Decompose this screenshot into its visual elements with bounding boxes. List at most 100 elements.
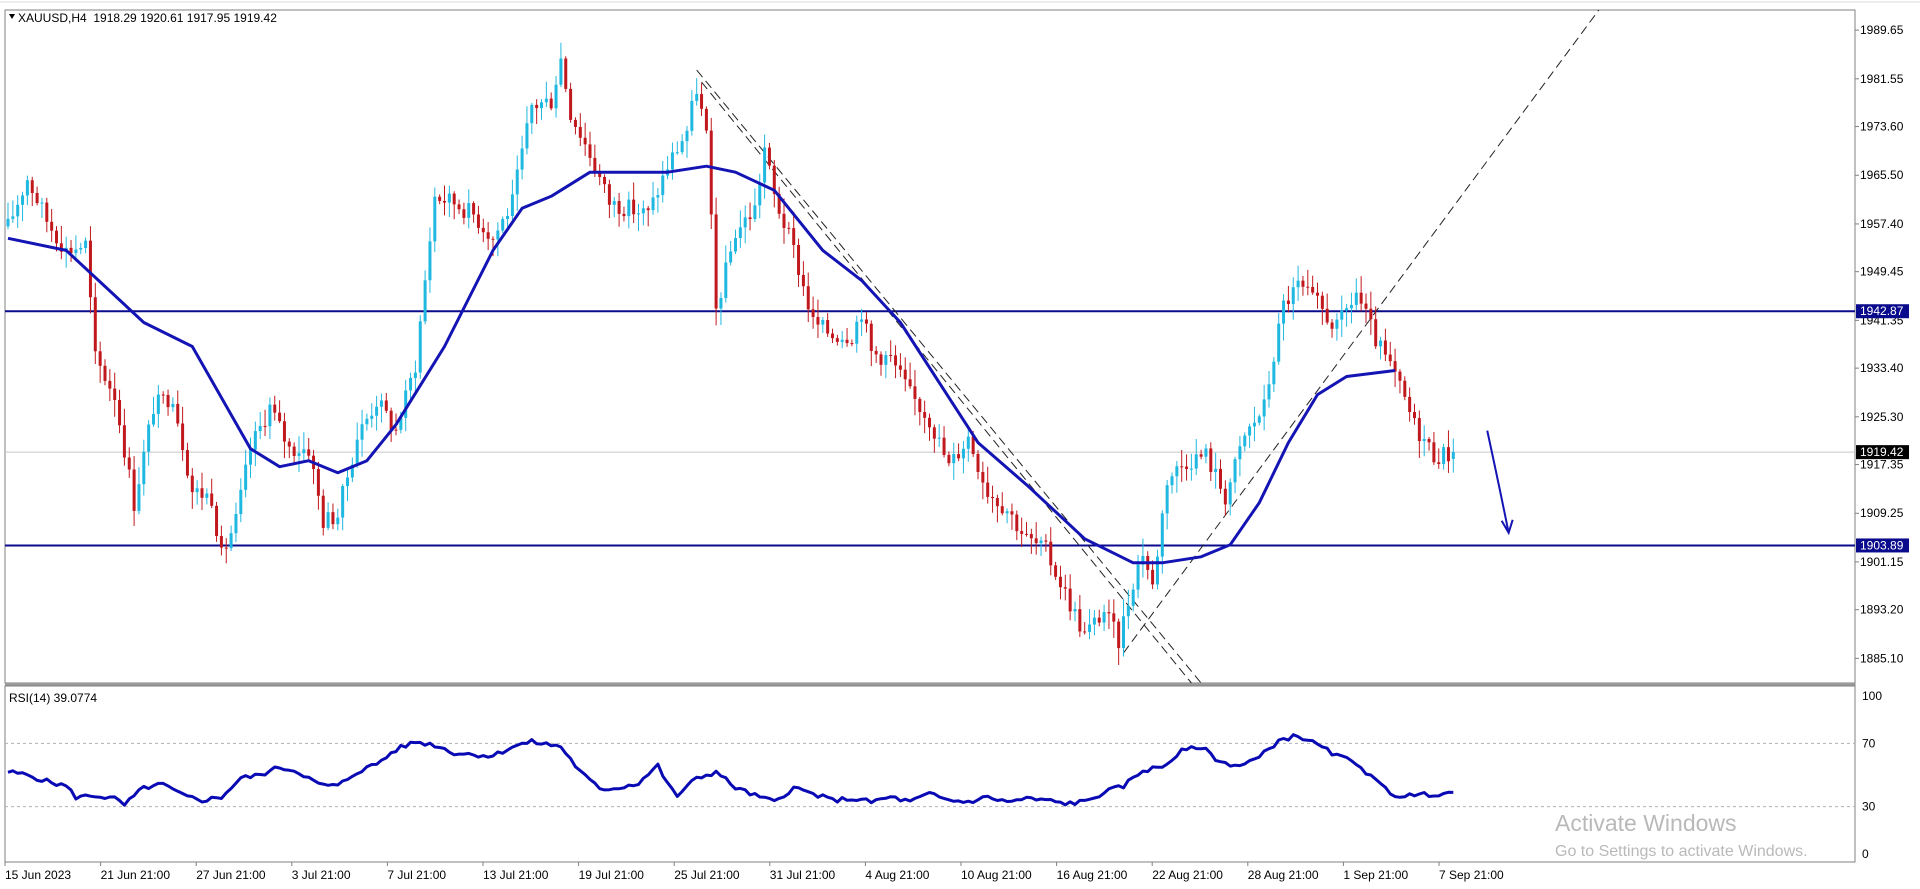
- candle-body: [11, 216, 15, 219]
- candle-body: [544, 98, 548, 103]
- candle-body: [307, 449, 311, 456]
- candle-body: [1131, 589, 1135, 606]
- candle-body: [55, 230, 58, 244]
- candle-body: [79, 247, 83, 250]
- candle-body: [215, 505, 219, 537]
- candle-body: [399, 417, 403, 430]
- candle-body: [1088, 624, 1092, 632]
- candle-body: [346, 477, 349, 487]
- time-tick-label: 4 Aug 21:00: [865, 868, 929, 882]
- candle-body: [530, 104, 534, 124]
- time-tick-label: 22 Aug 21:00: [1152, 868, 1223, 882]
- candle-body: [1117, 621, 1121, 649]
- price-tick-label: 1917.35: [1860, 458, 1904, 472]
- price-tick-label: 1973.60: [1860, 120, 1904, 134]
- price-tick-label: 1893.20: [1860, 603, 1904, 617]
- candle-body: [118, 400, 122, 426]
- current-price-badge: [1856, 445, 1909, 460]
- candle-body: [1262, 399, 1266, 417]
- candle-body: [6, 218, 10, 227]
- candle-body: [1233, 459, 1237, 483]
- symbol-menu-triangle-icon[interactable]: [9, 14, 15, 19]
- candle-body: [1194, 454, 1198, 469]
- trendline-dashed-rising[interactable]: [1123, 9, 1600, 654]
- candle-body: [540, 102, 543, 109]
- candle-body: [840, 339, 844, 342]
- pane-divider[interactable]: [5, 683, 1855, 686]
- candle-body: [316, 469, 320, 496]
- down-arrow-icon[interactable]: [1486, 430, 1510, 533]
- candle-body: [331, 512, 335, 525]
- candle-body: [297, 453, 301, 456]
- candle-body: [1015, 514, 1019, 532]
- time-tick-label: 7 Sep 21:00: [1439, 868, 1504, 882]
- trendline-dashed-lower[interactable]: [701, 81, 1192, 684]
- candle-body: [25, 180, 29, 196]
- candle-body: [714, 214, 718, 309]
- candle-body: [496, 230, 500, 240]
- candle-body: [355, 439, 359, 465]
- time-tick-label: 19 Jul 21:00: [579, 868, 645, 882]
- price-tick-label: 1885.10: [1860, 651, 1904, 665]
- time-tick-label: 3 Jul 21:00: [292, 868, 351, 882]
- candle-body: [1286, 300, 1290, 305]
- candle-body: [1277, 323, 1281, 362]
- candle-body: [326, 512, 330, 528]
- candle-body: [801, 274, 805, 287]
- candle-body: [690, 100, 694, 131]
- candle-body: [93, 297, 97, 352]
- candle-body: [797, 244, 801, 275]
- candle-body: [447, 193, 451, 203]
- candle-body: [995, 498, 999, 507]
- candle-body: [88, 240, 92, 298]
- candle-body: [1320, 295, 1324, 309]
- level-badge: [1856, 538, 1909, 553]
- candle-body: [685, 130, 689, 142]
- symbol-header: XAUUSD,H4 1918.29 1920.61 1917.95 1919.4…: [18, 11, 277, 25]
- activate-windows-title: Activate Windows: [1555, 810, 1737, 836]
- candle-body: [384, 400, 388, 411]
- candle-body: [700, 94, 704, 109]
- trendline-dashed-upper[interactable]: [696, 69, 1202, 684]
- candle-body: [695, 94, 699, 101]
- candle-body: [855, 321, 859, 344]
- moving-average-line[interactable]: [7, 164, 1396, 565]
- candle-body: [1107, 612, 1111, 614]
- rsi-line[interactable]: [7, 733, 1454, 807]
- candle-body: [743, 217, 747, 228]
- candle-body: [1185, 466, 1189, 469]
- candle-body: [486, 232, 490, 239]
- candle-body: [467, 203, 471, 218]
- candle-body: [462, 209, 466, 218]
- candle-body: [1383, 340, 1387, 355]
- candle-body: [1408, 396, 1412, 412]
- candle-body: [864, 319, 868, 324]
- candle-body: [792, 228, 796, 245]
- candle-body: [389, 410, 393, 430]
- candle-body: [1078, 609, 1082, 632]
- candle-body: [719, 297, 723, 309]
- candle-body: [234, 514, 238, 534]
- candle-body: [894, 355, 898, 366]
- candle-body: [1417, 418, 1421, 442]
- rsi-tick-label: 0: [1862, 847, 1869, 861]
- time-tick-label: 21 Jun 21:00: [101, 868, 171, 882]
- time-tick-label: 1 Sep 21:00: [1343, 868, 1408, 882]
- candle-body: [1306, 286, 1310, 288]
- candle-body: [680, 141, 684, 153]
- time-tick-label: 16 Aug 21:00: [1057, 868, 1128, 882]
- candle-body: [593, 157, 597, 172]
- candle-body: [763, 147, 767, 183]
- candle-body: [404, 390, 408, 418]
- candle-body: [569, 88, 573, 120]
- candle-body: [952, 454, 956, 464]
- candle-body: [981, 471, 985, 483]
- candle-body: [443, 200, 446, 203]
- candle-body: [937, 437, 941, 439]
- candle-body: [758, 182, 762, 206]
- candle-body: [122, 425, 126, 458]
- price-tick-label: 1901.15: [1860, 555, 1904, 569]
- candle-body: [1068, 588, 1072, 612]
